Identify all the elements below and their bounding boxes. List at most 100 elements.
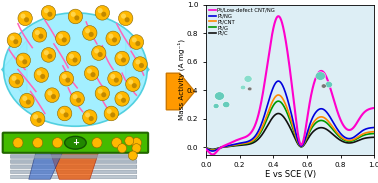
Circle shape <box>58 34 63 39</box>
Circle shape <box>101 12 106 17</box>
Circle shape <box>22 96 27 101</box>
Circle shape <box>34 68 48 82</box>
Circle shape <box>321 84 326 88</box>
Circle shape <box>84 66 99 81</box>
Circle shape <box>41 48 56 62</box>
X-axis label: E vs SCE (V): E vs SCE (V) <box>265 170 316 179</box>
Legend: Pt/Low-defect CNT/NG, Pt/NG, Pt/CNT, Pt/G, Pt/C: Pt/Low-defect CNT/NG, Pt/NG, Pt/CNT, Pt/… <box>209 7 275 36</box>
Circle shape <box>133 57 147 71</box>
Circle shape <box>128 79 133 85</box>
Circle shape <box>129 35 144 49</box>
Circle shape <box>82 26 97 40</box>
Circle shape <box>115 92 129 106</box>
Polygon shape <box>29 152 63 179</box>
Circle shape <box>223 101 230 108</box>
Polygon shape <box>2 40 27 99</box>
Circle shape <box>13 39 18 44</box>
Ellipse shape <box>3 13 147 126</box>
Circle shape <box>315 72 325 80</box>
Circle shape <box>10 36 15 41</box>
Circle shape <box>132 83 137 88</box>
Circle shape <box>89 32 94 37</box>
Circle shape <box>68 9 82 24</box>
Circle shape <box>74 15 79 20</box>
Circle shape <box>87 68 92 74</box>
Circle shape <box>60 109 65 114</box>
Circle shape <box>115 51 129 66</box>
Circle shape <box>16 53 31 68</box>
Circle shape <box>33 114 38 119</box>
Circle shape <box>240 85 246 90</box>
Circle shape <box>125 77 140 92</box>
Polygon shape <box>125 40 149 99</box>
Circle shape <box>35 30 40 35</box>
Circle shape <box>47 54 53 59</box>
Circle shape <box>101 92 106 97</box>
Circle shape <box>118 94 122 99</box>
Circle shape <box>33 138 43 148</box>
Circle shape <box>112 37 117 42</box>
Circle shape <box>213 103 219 109</box>
Circle shape <box>57 106 72 121</box>
Circle shape <box>19 56 24 61</box>
FancyBboxPatch shape <box>11 165 137 169</box>
Circle shape <box>26 100 31 105</box>
Circle shape <box>76 98 81 103</box>
Circle shape <box>15 79 20 85</box>
Circle shape <box>325 81 333 88</box>
Circle shape <box>112 138 122 148</box>
Circle shape <box>98 89 103 94</box>
Circle shape <box>56 31 70 46</box>
Circle shape <box>62 37 67 42</box>
Circle shape <box>132 144 141 153</box>
Circle shape <box>121 14 126 19</box>
Circle shape <box>37 118 42 123</box>
Ellipse shape <box>65 136 86 149</box>
FancyBboxPatch shape <box>3 133 148 153</box>
Circle shape <box>20 93 34 108</box>
Circle shape <box>73 57 77 63</box>
Circle shape <box>118 54 122 59</box>
Circle shape <box>72 138 82 148</box>
Circle shape <box>139 63 144 68</box>
Circle shape <box>91 46 106 60</box>
Circle shape <box>18 11 33 26</box>
Circle shape <box>24 17 29 22</box>
Circle shape <box>85 28 90 33</box>
Circle shape <box>110 112 115 117</box>
Circle shape <box>121 98 126 103</box>
Circle shape <box>20 14 25 19</box>
Circle shape <box>39 34 43 39</box>
Circle shape <box>98 52 103 57</box>
Circle shape <box>70 92 84 106</box>
Circle shape <box>44 8 49 13</box>
Circle shape <box>82 110 97 124</box>
Circle shape <box>51 94 56 99</box>
Circle shape <box>90 72 96 77</box>
Circle shape <box>92 138 102 148</box>
FancyBboxPatch shape <box>11 155 137 158</box>
Circle shape <box>44 50 49 55</box>
Circle shape <box>107 109 112 114</box>
Circle shape <box>67 51 81 66</box>
Circle shape <box>118 11 133 26</box>
FancyBboxPatch shape <box>11 160 137 163</box>
Circle shape <box>95 5 110 20</box>
Polygon shape <box>50 152 99 179</box>
Circle shape <box>9 73 23 88</box>
Circle shape <box>59 71 74 86</box>
Circle shape <box>71 12 76 17</box>
Circle shape <box>47 12 53 17</box>
Circle shape <box>32 27 47 42</box>
FancyBboxPatch shape <box>11 175 137 179</box>
Circle shape <box>132 37 137 42</box>
Circle shape <box>114 78 119 83</box>
Circle shape <box>85 112 90 117</box>
Circle shape <box>13 138 23 148</box>
Circle shape <box>104 106 118 121</box>
Circle shape <box>41 5 56 20</box>
Circle shape <box>108 71 122 86</box>
Circle shape <box>45 88 59 102</box>
Circle shape <box>53 138 62 148</box>
Circle shape <box>7 33 22 48</box>
